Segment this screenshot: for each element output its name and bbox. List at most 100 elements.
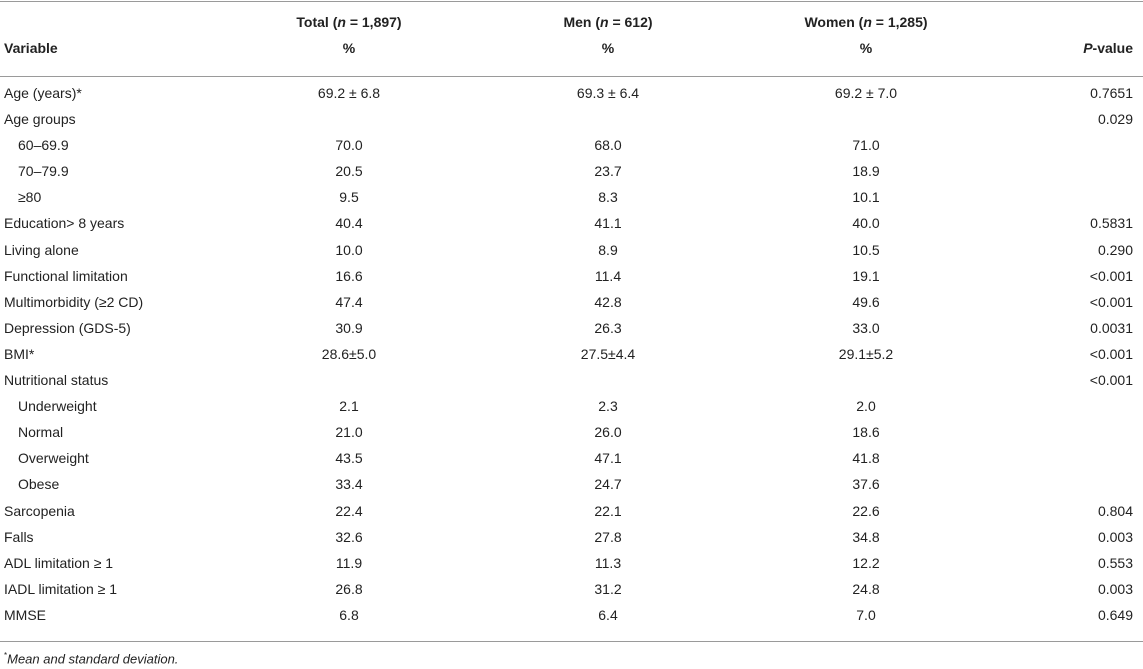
row-women-value: 10.5 (852, 241, 880, 258)
row-variable: Functional limitation (4, 267, 128, 284)
table-row: Multimorbidity (≥2 CD) 47.4 42.8 49.6 <0.001 (0, 289, 1143, 315)
row-total-value: 33.4 (335, 476, 363, 493)
row-women-value: 22.6 (852, 502, 880, 519)
header-women-unit: % (859, 40, 873, 56)
row-men-value: 27.8 (594, 528, 622, 545)
row-pvalue: 0.003 (1097, 528, 1133, 545)
row-women-value: 18.6 (852, 424, 880, 441)
row-women-value: 18.9 (852, 163, 880, 180)
row-variable: Education> 8 years (4, 215, 125, 232)
row-variable: Age (years)* (4, 85, 82, 101)
table-footnote: *Mean and standard deviation. (4, 651, 179, 667)
row-pvalue: 0.7651 (1090, 85, 1133, 101)
row-men-value: 11.3 (594, 554, 622, 571)
table-header: Total (n = 1,897) Men (n = 612) Women (n… (0, 0, 1143, 76)
row-variable: Living alone (4, 241, 79, 258)
row-pvalue: 0.649 (1097, 606, 1133, 623)
row-women-value: 7.0 (856, 606, 876, 623)
row-women-value: 2.0 (856, 398, 876, 415)
row-pvalue: 0.5831 (1090, 215, 1133, 232)
table-row: Age (years)* 69.2 ± 6.8 69.3 ± 6.4 69.2 ± 7… (0, 80, 1143, 106)
table-row: Underweight 2.1 2.3 2.0 (0, 393, 1143, 419)
row-men-value: 68.0 (594, 137, 622, 154)
row-women-value: 34.8 (852, 528, 880, 545)
row-variable: Sarcopenia (4, 502, 75, 519)
row-women-value: 12.2 (852, 554, 880, 571)
row-variable: Obese (18, 476, 60, 493)
row-women-value: 24.8 (852, 580, 880, 597)
table-row: Normal 21.0 26.0 18.6 (0, 419, 1143, 445)
row-pvalue: <0.001 (1089, 345, 1133, 362)
row-men-value: 6.4 (598, 606, 618, 623)
row-pvalue: 0.804 (1097, 502, 1133, 519)
row-pvalue: <0.001 (1089, 267, 1133, 284)
header-pvalue: P-value (1083, 40, 1133, 56)
table-row: Sarcopenia 22.4 22.1 22.6 0.804 (0, 498, 1143, 524)
header-variable: Variable (4, 40, 58, 56)
header-total-unit: % (342, 40, 356, 56)
row-men-value: 23.7 (594, 163, 622, 180)
row-women-value: 71.0 (852, 137, 880, 154)
header-men: Men (n = 612) (563, 14, 653, 30)
row-pvalue: 0.003 (1097, 580, 1133, 597)
table-row: IADL limitation ≥ 1 26.8 31.2 24.8 0.003 (0, 576, 1143, 602)
row-pvalue: 0.029 (1097, 111, 1133, 128)
row-total-value: 43.5 (335, 450, 363, 467)
row-total-value: 20.5 (335, 163, 363, 180)
table-row: Depression (GDS-5) 30.9 26.3 33.0 0.0031 (0, 315, 1143, 341)
header-men-unit: % (601, 40, 615, 56)
header-women: Women (n = 1,285) (804, 14, 928, 30)
row-variable: ADL limitation ≥ 1 (4, 554, 114, 571)
row-women-value: 49.6 (852, 293, 880, 310)
row-total-value: 32.6 (335, 528, 363, 545)
row-variable: Age groups (4, 111, 76, 128)
table-row: BMI* 28.6±5.0 27.5±4.4 29.1±5.2 <0.001 (0, 341, 1143, 367)
row-women-value: 40.0 (852, 215, 880, 232)
row-variable: ≥80 (18, 189, 42, 206)
row-variable: MMSE (4, 606, 46, 623)
row-variable: Depression (GDS-5) (4, 319, 131, 336)
table-row: 60–69.9 70.0 68.0 71.0 (0, 132, 1143, 158)
row-variable: 60–69.9 (18, 137, 69, 154)
row-total-value: 11.9 (335, 554, 363, 571)
table-row: Living alone 10.0 8.9 10.5 0.290 (0, 237, 1143, 263)
table-row: Education> 8 years 40.4 41.1 40.0 0.5831 (0, 210, 1143, 236)
row-variable: IADL limitation ≥ 1 (4, 580, 117, 597)
table-row: Falls 32.6 27.8 34.8 0.003 (0, 524, 1143, 550)
row-men-value: 69.3 ± 6.4 (576, 85, 640, 101)
row-men-value: 47.1 (594, 450, 622, 467)
table-row: Nutritional status <0.001 (0, 367, 1143, 393)
row-pvalue: <0.001 (1089, 372, 1133, 389)
row-total-value: 69.2 ± 6.8 (317, 85, 381, 101)
row-women-value: 10.1 (852, 189, 880, 206)
table-row: 70–79.9 20.5 23.7 18.9 (0, 158, 1143, 184)
table-body: Age (years)* 69.2 ± 6.8 69.3 ± 6.4 69.2 ± 7… (0, 80, 1143, 628)
row-men-value: 27.5±4.4 (580, 345, 636, 362)
row-total-value: 9.5 (339, 189, 359, 206)
row-total-value: 30.9 (335, 319, 363, 336)
row-women-value: 29.1±5.2 (838, 345, 894, 362)
row-men-value: 24.7 (594, 476, 622, 493)
row-variable: Overweight (18, 450, 89, 467)
table-row: Obese 33.4 24.7 37.6 (0, 471, 1143, 497)
row-men-value: 26.3 (594, 319, 622, 336)
row-men-value: 22.1 (594, 502, 622, 519)
row-total-value: 2.1 (339, 398, 359, 415)
table-row: Age groups 0.029 (0, 106, 1143, 132)
row-men-value: 26.0 (594, 424, 622, 441)
row-total-value: 6.8 (339, 606, 359, 623)
table-row: Functional limitation 16.6 11.4 19.1 <0.001 (0, 263, 1143, 289)
row-men-value: 8.3 (598, 189, 618, 206)
row-women-value: 33.0 (852, 319, 880, 336)
table-row: MMSE 6.8 6.4 7.0 0.649 (0, 602, 1143, 628)
row-variable: Normal (18, 424, 64, 441)
row-total-value: 26.8 (335, 580, 363, 597)
row-pvalue: 0.290 (1097, 241, 1133, 258)
row-women-value: 37.6 (852, 476, 880, 493)
row-total-value: 47.4 (335, 293, 363, 310)
row-men-value: 8.9 (598, 241, 618, 258)
row-variable: Multimorbidity (≥2 CD) (4, 293, 144, 310)
table-bottom-rule (0, 641, 1143, 642)
table-row: ≥80 9.5 8.3 10.1 (0, 184, 1143, 210)
row-pvalue: 0.553 (1097, 554, 1133, 571)
